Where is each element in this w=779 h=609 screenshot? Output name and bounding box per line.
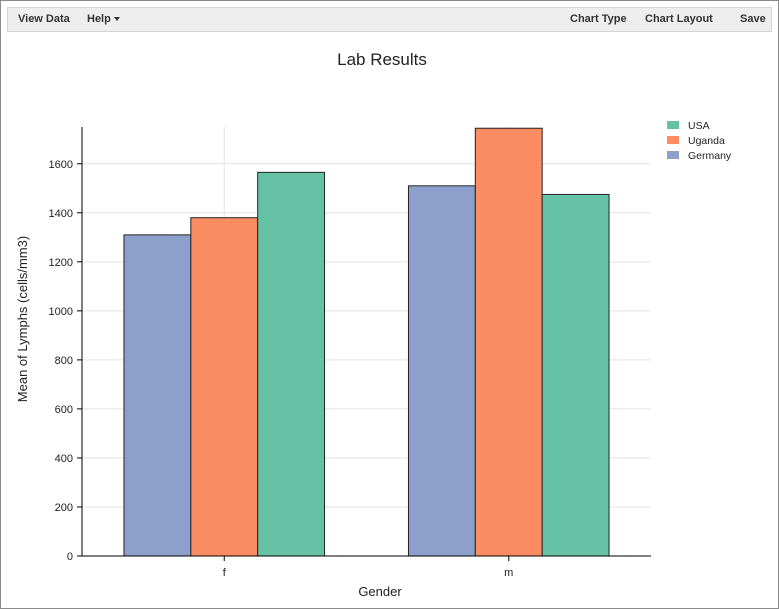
bar-germany-f xyxy=(123,234,192,557)
y-tick-label: 400 xyxy=(55,453,73,465)
bar-uganda-f xyxy=(190,217,259,557)
y-tick-label: 200 xyxy=(55,502,73,514)
chart-layout-button[interactable]: Chart Layout xyxy=(645,13,713,25)
legend-swatch-uganda xyxy=(667,136,679,144)
legend-swatch-usa xyxy=(667,121,679,129)
chart-type-button[interactable]: Chart Type xyxy=(570,13,627,25)
save-button[interactable]: Save xyxy=(740,13,766,25)
bar-usa-f xyxy=(257,171,326,557)
chart-toolbar: View Data Help Chart Type Chart Layout S… xyxy=(7,7,772,32)
y-tick-label: 1600 xyxy=(49,159,73,171)
y-axis-label: Mean of Lymphs (cells/mm3) xyxy=(15,236,30,402)
y-tick-label: 800 xyxy=(55,355,73,367)
x-tick-label: m xyxy=(504,567,513,579)
chevron-down-icon xyxy=(113,17,120,22)
help-menu-button[interactable]: Help xyxy=(87,13,120,25)
x-tick-label: f xyxy=(223,567,227,579)
legend: USA Uganda Germany xyxy=(667,120,732,162)
legend-label-uganda: Uganda xyxy=(688,135,725,147)
y-tick-label: 1000 xyxy=(49,306,73,318)
legend-label-usa: USA xyxy=(688,120,710,132)
legend-label-germany: Germany xyxy=(688,150,732,162)
bars xyxy=(123,127,610,557)
x-axis-label: Gender xyxy=(358,584,402,599)
legend-swatch-germany xyxy=(667,151,679,159)
y-tick-label: 600 xyxy=(55,404,73,416)
view-data-button[interactable]: View Data xyxy=(18,13,70,25)
bar-germany-m xyxy=(407,185,476,557)
y-tick-label: 1400 xyxy=(49,208,73,220)
help-label: Help xyxy=(87,13,111,25)
axes: 0 200 400 600 800 1000 1200 1400 1600 f m xyxy=(49,127,651,579)
chart-title: Lab Results xyxy=(337,50,427,69)
y-tick-label: 0 xyxy=(67,551,73,563)
bar-uganda-m xyxy=(474,127,543,557)
y-tick-label: 1200 xyxy=(49,257,73,269)
bar-usa-m xyxy=(541,193,610,557)
